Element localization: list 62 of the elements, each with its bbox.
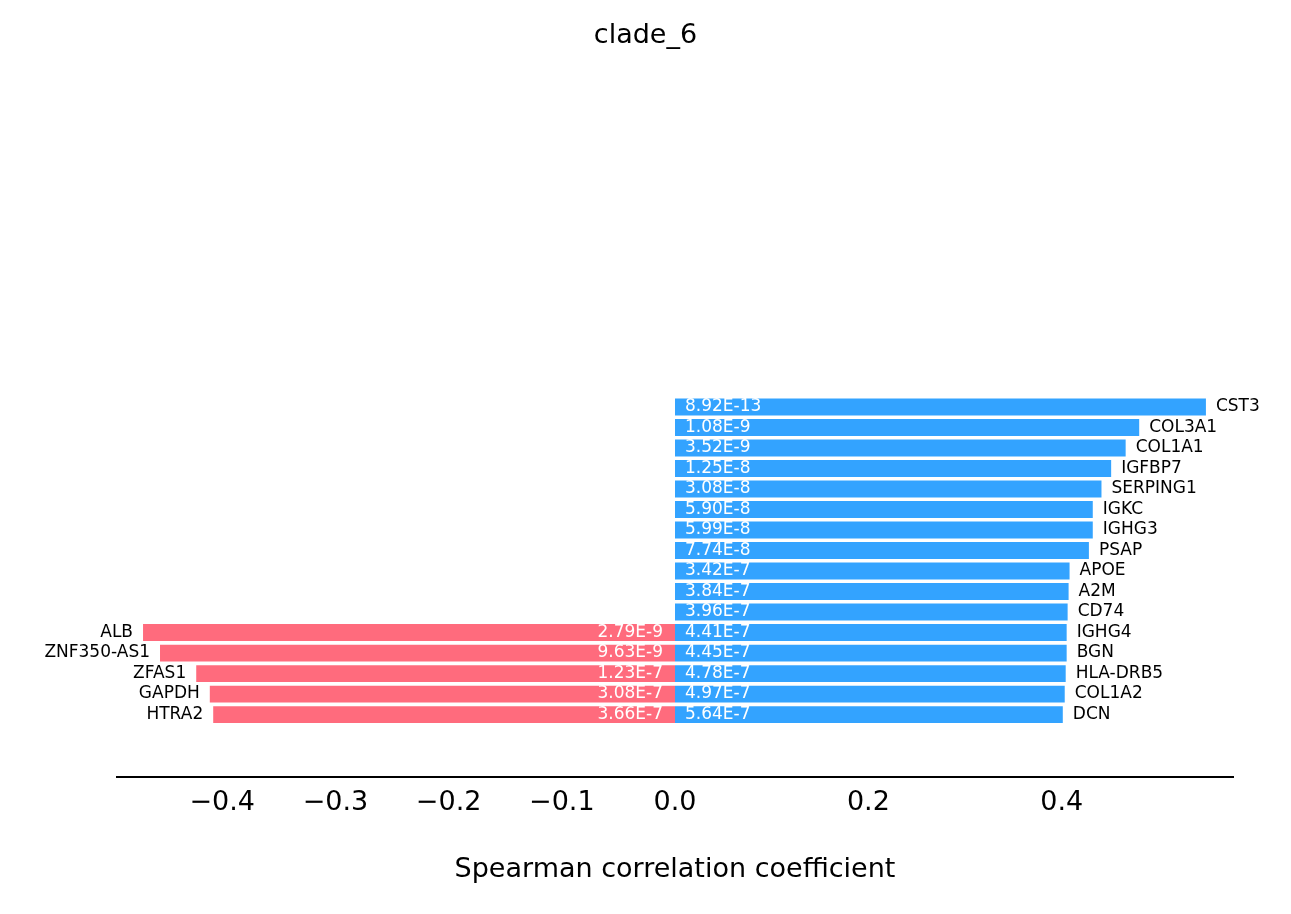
x-tick-label: 0.0 [653, 784, 697, 816]
category-label: DCN [1072, 702, 1111, 723]
annotation: 4.45E-7 [685, 641, 751, 662]
annotation: 1.23E-7 [597, 661, 663, 682]
category-label: ZFAS1 [133, 661, 187, 682]
annotation: 5.99E-8 [685, 518, 751, 539]
category-label: IGHG3 [1102, 518, 1158, 539]
category-label: COL3A1 [1149, 415, 1218, 436]
annotation: 9.63E-9 [597, 641, 663, 662]
category-label: IGKC [1102, 497, 1144, 518]
annotation: 3.84E-7 [685, 579, 751, 600]
category-label: COL1A2 [1074, 682, 1143, 703]
annotation: 3.08E-8 [685, 477, 751, 498]
category-label: ALB [100, 620, 134, 641]
annotation: 4.41E-7 [685, 620, 751, 641]
bar [675, 562, 1070, 580]
bar [675, 480, 1102, 498]
x-tick-label: −0.2 [415, 784, 482, 816]
category-label: APOE [1079, 559, 1126, 580]
bar [675, 521, 1093, 539]
x-tick-label: −0.4 [189, 784, 256, 816]
category-label: SERPING1 [1111, 477, 1197, 498]
bar [675, 439, 1126, 457]
annotation: 4.78E-7 [685, 661, 751, 682]
category-label: CST3 [1215, 395, 1260, 416]
category-label: IGFBP7 [1121, 456, 1182, 477]
chart-title: clade_6 [592, 18, 699, 49]
bar [675, 460, 1112, 477]
bar [675, 419, 1140, 436]
annotation: 3.08E-7 [597, 682, 663, 703]
annotation: 1.08E-9 [685, 415, 751, 436]
bar [675, 583, 1069, 600]
category-label: PSAP [1098, 538, 1143, 559]
annotation: 3.52E-9 [685, 436, 751, 457]
annotation: 5.90E-8 [685, 497, 751, 518]
category-label: HLA-DRB5 [1075, 661, 1164, 682]
annotation: 7.74E-8 [685, 538, 751, 559]
bar [675, 603, 1068, 621]
x-tick-label: 0.4 [1040, 784, 1084, 816]
category-label: GAPDH [138, 682, 200, 703]
x-tick-label: 0.2 [846, 784, 890, 816]
annotation: 3.42E-7 [685, 559, 751, 580]
category-label: BGN [1076, 641, 1114, 662]
annotation: 4.97E-7 [685, 682, 751, 703]
annotation: 8.92E-13 [685, 395, 762, 416]
annotation: 3.96E-7 [685, 600, 751, 621]
annotation: 1.25E-8 [685, 456, 751, 477]
category-label: IGHG4 [1076, 620, 1132, 641]
bar [675, 398, 1206, 416]
bar [675, 542, 1089, 559]
annotation: 3.66E-7 [597, 702, 663, 723]
category-label: ZNF350-AS1 [44, 641, 151, 662]
annotation: 2.79E-9 [597, 620, 663, 641]
bar [675, 501, 1093, 518]
category-label: HTRA2 [146, 702, 204, 723]
annotation: 5.64E-7 [685, 702, 751, 723]
x-tick-label: −0.1 [529, 784, 595, 816]
category-label: A2M [1078, 579, 1116, 600]
x-axis-title: Spearman correlation coefficient [453, 852, 897, 883]
category-label: COL1A1 [1135, 436, 1204, 457]
category-label: CD74 [1077, 600, 1125, 621]
x-tick-label: −0.3 [302, 784, 369, 816]
